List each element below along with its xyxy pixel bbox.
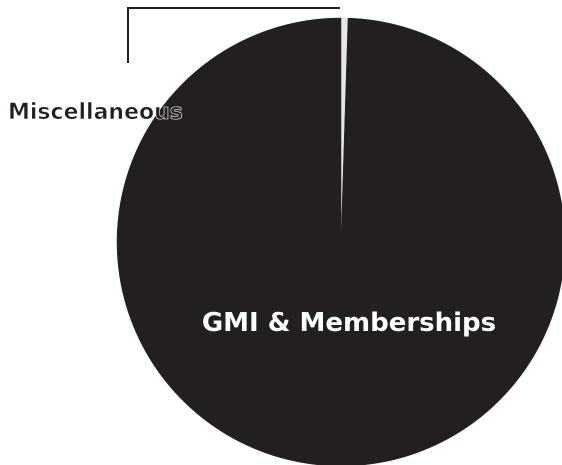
callout-leader-line: [127, 7, 340, 63]
slice-label-gmi-memberships: GMI & Memberships: [202, 308, 496, 338]
slice-label-miscellaneous: Miscellaneous: [8, 100, 183, 125]
pie-slice-gmi-memberships: [116, 17, 562, 465]
pie-slices: [116, 17, 562, 465]
